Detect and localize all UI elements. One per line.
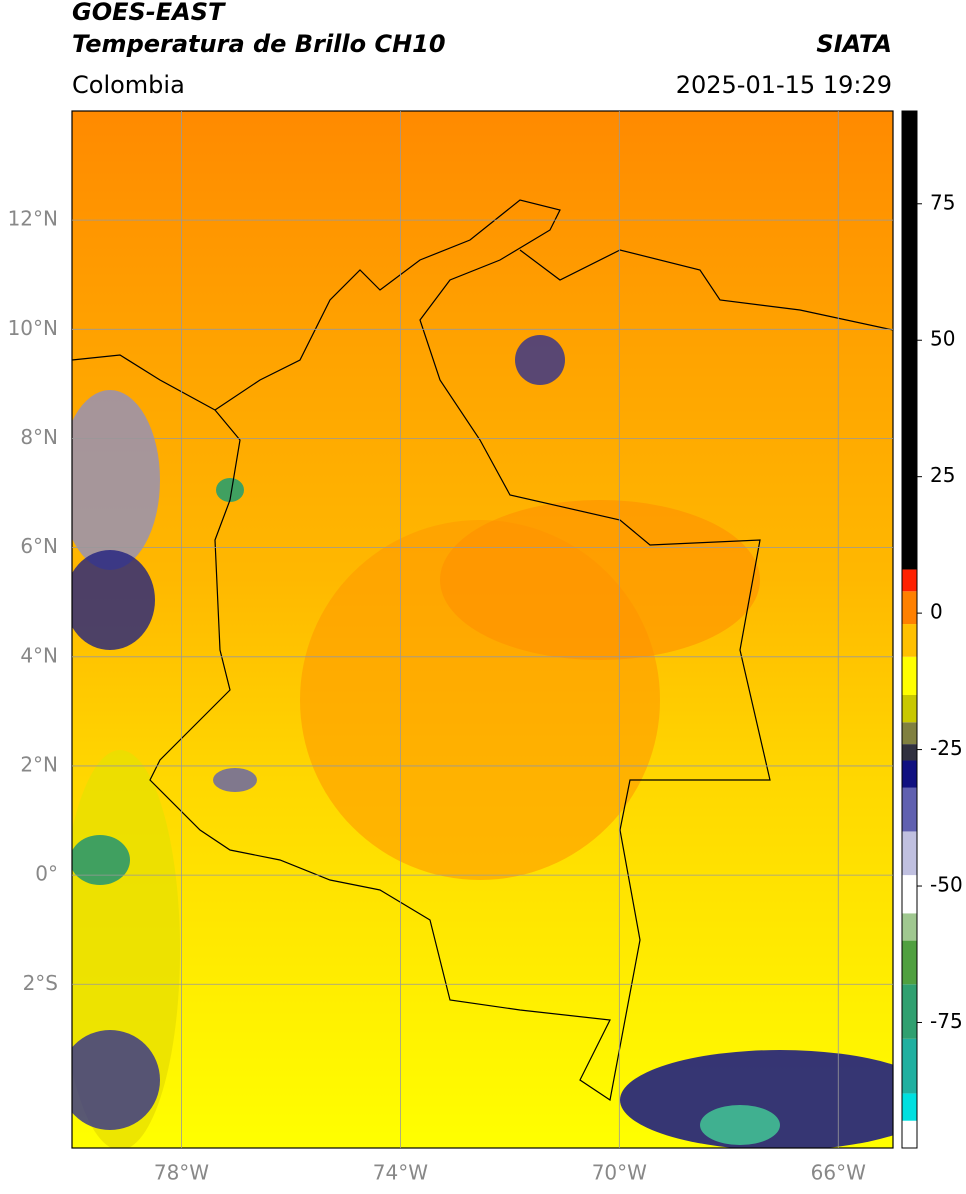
y-tick-label: 10°N xyxy=(8,316,58,340)
colorbar-tick-label: -75 xyxy=(930,1009,963,1033)
colorbar-tick-label: 75 xyxy=(930,190,955,214)
cloud xyxy=(72,835,130,885)
cloud xyxy=(620,1050,893,1148)
colorbar-segment xyxy=(902,1038,917,1094)
colorbar-segment xyxy=(902,111,917,570)
colorbar-segment xyxy=(902,694,917,723)
y-tick-label: 12°N xyxy=(8,207,58,231)
map-frame xyxy=(71,110,894,1149)
datetime: 2025-01-15 19:29 xyxy=(676,71,892,99)
cloud xyxy=(440,500,760,660)
colorbar-segment xyxy=(902,591,917,625)
colorbar-tick-label: 25 xyxy=(930,463,955,487)
x-tick-label: 78°W xyxy=(154,1161,209,1185)
cloud xyxy=(72,390,160,570)
source: SIATA xyxy=(816,30,892,58)
colorbar-segment xyxy=(902,656,917,695)
colorbar-segment xyxy=(902,1093,917,1121)
colorbar-segment xyxy=(902,744,917,761)
cloud xyxy=(213,768,257,792)
cloud xyxy=(700,1105,780,1145)
x-tick-label: 74°W xyxy=(373,1161,428,1185)
coastline xyxy=(72,249,893,411)
product-title: Temperatura de Brillo CH10 xyxy=(72,30,446,58)
colorbar-tick-label: 50 xyxy=(930,327,955,351)
y-tick-label: 0° xyxy=(35,862,58,886)
colorbar-segment xyxy=(902,722,917,745)
colorbar-tick-label: 0 xyxy=(930,600,943,624)
colorbar-segment xyxy=(902,913,917,941)
colorbar-segment xyxy=(902,569,917,592)
cloud xyxy=(515,335,565,385)
colorbar-segment xyxy=(902,787,917,832)
x-tick-label: 70°W xyxy=(592,1161,647,1185)
y-tick-label: 4°N xyxy=(20,643,58,667)
y-tick-label: 6°N xyxy=(20,534,58,558)
colorbar-segment xyxy=(902,1120,917,1148)
y-tick-label: 2°N xyxy=(20,752,58,776)
region: Colombia xyxy=(72,71,185,99)
colorbar-segment xyxy=(902,875,917,914)
colorbar-segment xyxy=(902,624,917,657)
y-tick-label: 2°S xyxy=(23,971,58,995)
colorbar-tick-label: -50 xyxy=(930,873,963,897)
country-border xyxy=(149,199,771,1102)
cloud xyxy=(216,478,244,502)
colorbar-segment xyxy=(902,940,917,985)
satellite-title: GOES-EAST xyxy=(72,0,226,26)
y-tick-label: 8°N xyxy=(20,425,58,449)
colorbar-segment xyxy=(902,984,917,1039)
cloud xyxy=(72,550,155,650)
colorbar-segment xyxy=(902,831,917,876)
colorbar-frame xyxy=(901,110,918,1149)
map-image xyxy=(72,111,893,1148)
cloud xyxy=(72,1030,160,1130)
colorbar-segment xyxy=(902,760,917,788)
x-tick-label: 66°W xyxy=(811,1161,866,1185)
colorbar-tick-label: -25 xyxy=(930,736,963,760)
